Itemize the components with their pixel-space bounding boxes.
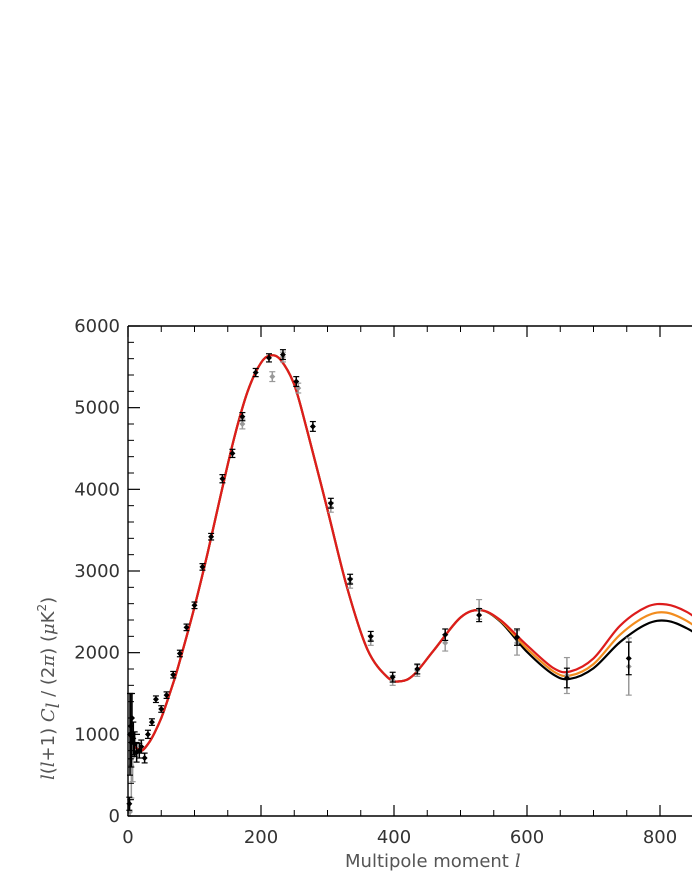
x-tick-label: 800	[643, 827, 677, 848]
data-point	[293, 378, 300, 385]
y-tick-label: 2000	[74, 643, 120, 664]
model-curve	[128, 354, 692, 752]
data-point	[208, 533, 215, 540]
data-point	[152, 696, 159, 703]
data-point	[219, 475, 226, 482]
data-point	[183, 624, 190, 631]
data-point	[144, 731, 151, 738]
data-point	[476, 612, 483, 619]
y-label-k: K	[38, 610, 59, 623]
data-point	[252, 369, 259, 376]
y-label-p1: (	[38, 767, 59, 774]
x-tick-label: 400	[377, 827, 411, 848]
y-label-l1: l	[38, 774, 59, 780]
data-point	[563, 674, 570, 681]
data-point	[141, 755, 148, 762]
data-point	[414, 666, 421, 672]
data-point	[126, 800, 133, 807]
y-label-end: )	[38, 597, 59, 604]
y-label-pi: π	[38, 654, 59, 668]
axis-ticks: 0 200 400 600 800 0 1000 2000 3000 4000 5000 6000	[74, 316, 677, 848]
data-point	[239, 421, 246, 427]
y-label-mid: / (2	[38, 667, 59, 703]
data-point	[138, 743, 145, 750]
x-tick-label: 200	[244, 827, 278, 848]
y-label-csub: l	[43, 702, 64, 708]
y-label-close: ) (	[38, 635, 59, 655]
data-point	[625, 655, 632, 662]
data-point	[229, 450, 236, 457]
y-label-c: C	[38, 708, 59, 722]
data-point	[265, 354, 272, 361]
y-axis-label: l(l+1) Cl / (2π) (μK2)	[35, 597, 64, 780]
data-point	[199, 563, 206, 570]
data-point	[176, 650, 183, 657]
y-tick-label: 6000	[74, 316, 120, 337]
data-point	[367, 633, 374, 640]
y-label-sup: 2	[35, 604, 49, 612]
x-tick-label: 600	[510, 827, 544, 848]
data-point	[279, 351, 286, 358]
x-tick-label: 0	[122, 827, 133, 848]
x-axis-label-text: Multipole moment	[345, 851, 509, 872]
data-point	[191, 602, 198, 609]
data-point	[148, 719, 155, 726]
y-tick-label: 4000	[74, 479, 120, 500]
data-point	[327, 500, 334, 507]
y-tick-label: 5000	[74, 398, 120, 419]
x-axis-label: Multipole moment l	[345, 851, 521, 872]
model-curves	[128, 354, 692, 752]
y-label-l2: l	[38, 761, 59, 767]
data-point	[239, 413, 246, 420]
data-point	[442, 631, 449, 638]
y-label-mu: μ	[38, 623, 59, 635]
data-point	[514, 634, 521, 641]
data-point	[170, 671, 177, 678]
data-point	[158, 706, 165, 713]
data-point	[163, 692, 170, 699]
y-tick-label: 1000	[74, 724, 120, 745]
data-point	[442, 639, 449, 646]
y-tick-label: 3000	[74, 561, 120, 582]
model-curve	[128, 354, 692, 752]
plot-axes	[127, 325, 692, 817]
data-point	[309, 423, 316, 430]
model-curve	[128, 354, 692, 752]
data-point	[269, 373, 276, 380]
y-tick-label: 0	[109, 806, 120, 827]
y-label-p2: +1)	[38, 722, 59, 761]
data-points	[126, 349, 632, 817]
data-point	[347, 576, 354, 583]
data-point	[389, 674, 396, 681]
x-axis-label-symbol: l	[515, 851, 521, 872]
